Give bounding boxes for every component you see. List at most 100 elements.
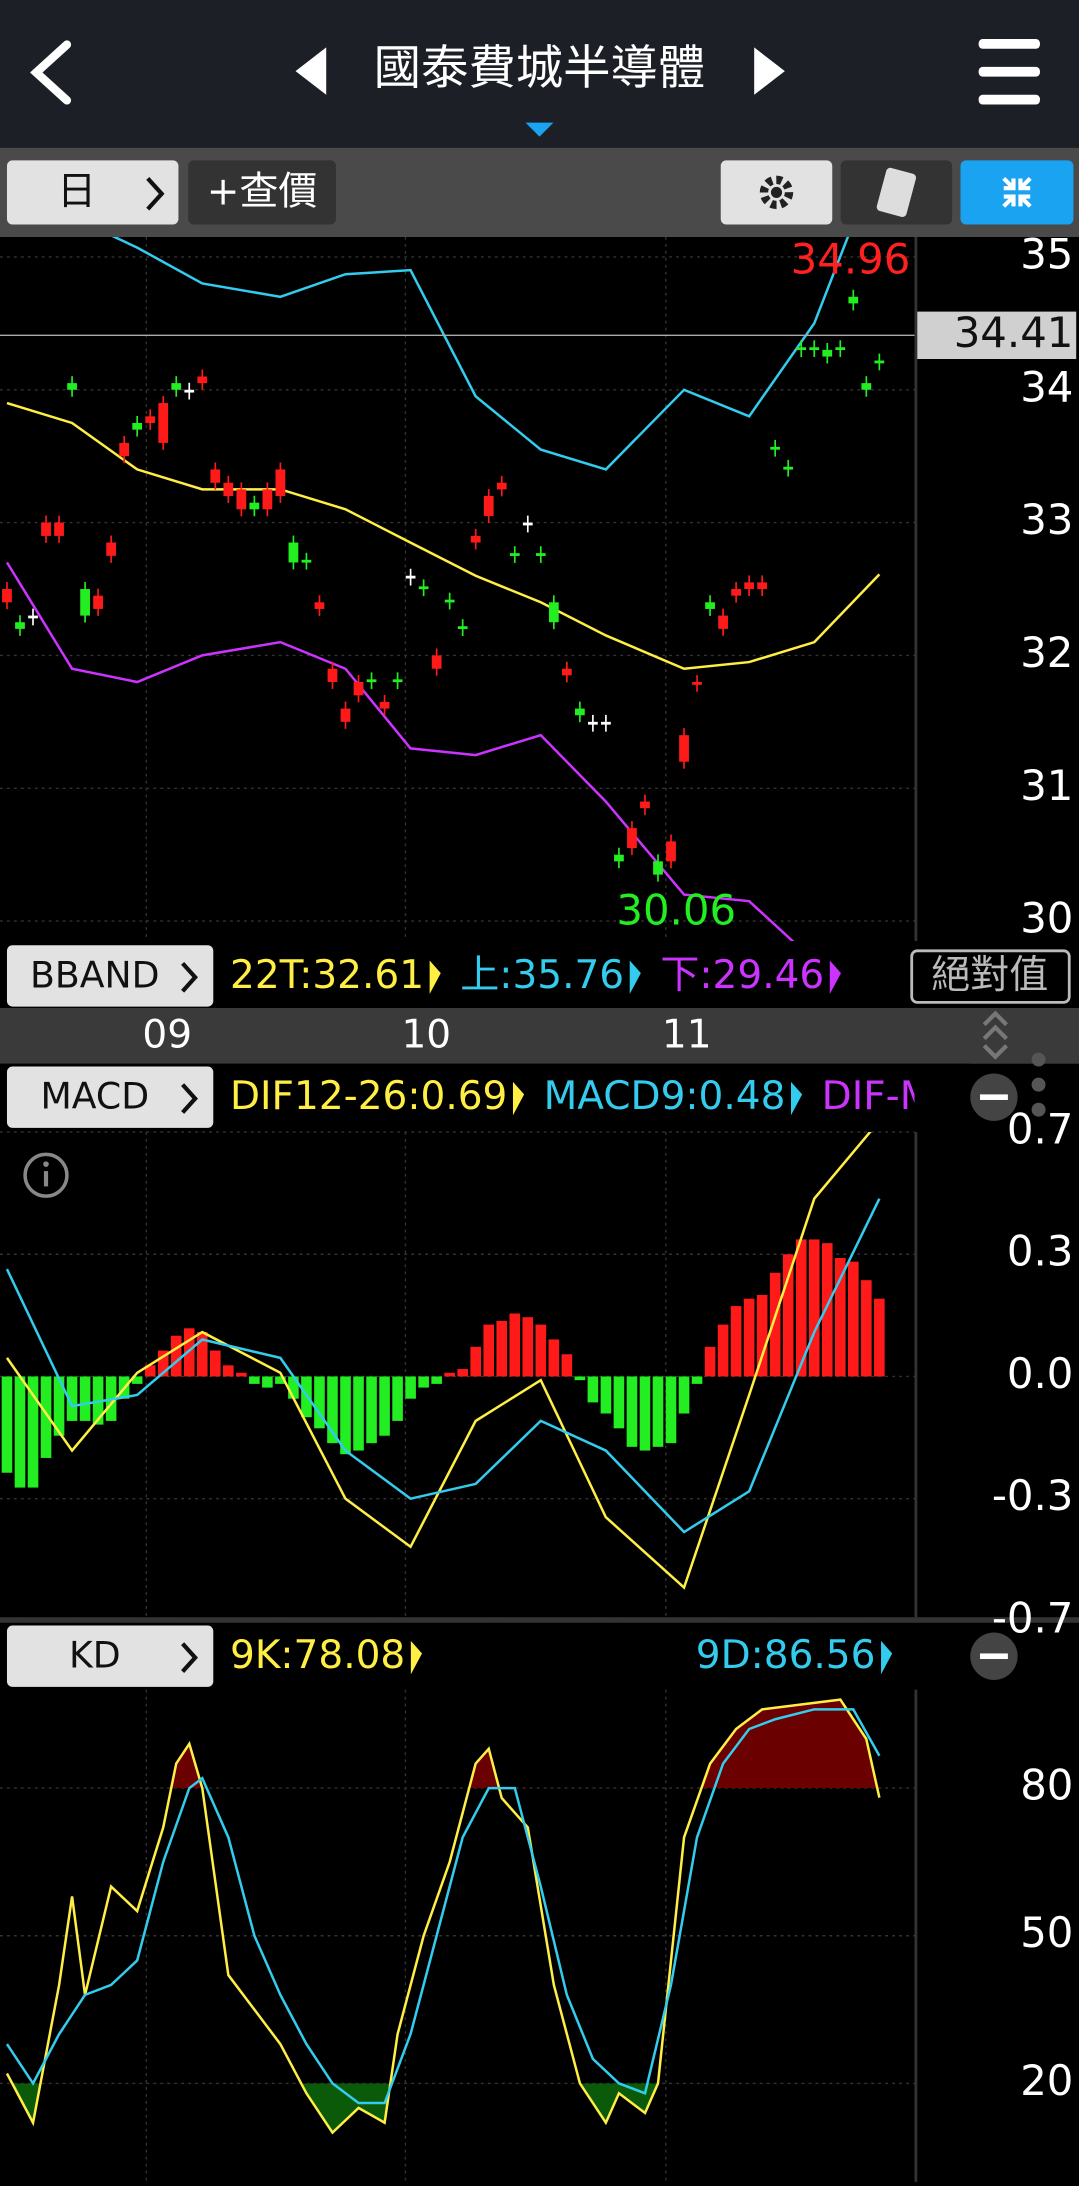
- candle: [561, 668, 572, 676]
- histogram-bar: [704, 1346, 716, 1377]
- next-button[interactable]: [754, 47, 785, 95]
- histogram-bar: [743, 1298, 755, 1377]
- settings-button[interactable]: [720, 160, 833, 225]
- low-label: 30.06: [616, 886, 736, 935]
- info-icon: [43, 1161, 49, 1167]
- x-tick-label: 10: [401, 1013, 451, 1058]
- histogram-bar: [366, 1376, 377, 1444]
- candle: [744, 582, 755, 590]
- histogram-bar: [756, 1294, 768, 1377]
- histogram-bar: [457, 1369, 468, 1377]
- macd-line: [5, 1198, 881, 1534]
- histogram-bar: [14, 1376, 26, 1488]
- histogram-bar: [470, 1346, 482, 1377]
- candle: [809, 347, 820, 351]
- histogram-bar: [1, 1376, 13, 1473]
- mode-button[interactable]: 絕對值: [910, 949, 1071, 1004]
- histogram-bar: [561, 1354, 573, 1377]
- rotate-button[interactable]: [840, 160, 953, 225]
- histogram-bar: [170, 1335, 182, 1377]
- histogram-bar: [249, 1376, 260, 1384]
- kd-line: [5, 1708, 881, 2105]
- histogram-bar: [574, 1376, 586, 1381]
- histogram-bar: [483, 1324, 495, 1377]
- candle: [783, 466, 794, 470]
- candle: [835, 347, 846, 351]
- candle: [431, 655, 442, 669]
- axis-divider: [914, 237, 918, 942]
- chevron: [146, 177, 165, 211]
- histogram-bar: [314, 1376, 325, 1429]
- candle: [2, 589, 12, 603]
- candle: [15, 622, 25, 629]
- candle: [848, 296, 859, 304]
- histogram-bar: [223, 1365, 234, 1377]
- candle: [574, 708, 585, 716]
- chevron: [181, 961, 198, 993]
- plot: [5, 1698, 881, 2135]
- button-bg: [6, 160, 179, 225]
- candle: [874, 360, 885, 364]
- y-tick-label: 80: [1020, 1761, 1073, 1810]
- candle: [718, 615, 728, 629]
- histogram-bar: [587, 1376, 599, 1403]
- remove-macd[interactable]: [970, 1073, 1018, 1121]
- histogram-bar: [66, 1376, 78, 1421]
- candle: [509, 553, 520, 556]
- macd-button[interactable]: MACD: [6, 1066, 214, 1128]
- menu-button[interactable]: [978, 39, 1040, 105]
- histogram-bar: [40, 1376, 52, 1458]
- band-line: [111, 237, 850, 471]
- header-title: 國泰費城半導體: [374, 41, 706, 96]
- y-tick-label: -0.7: [992, 1593, 1074, 1642]
- legend-arrow: [429, 960, 441, 995]
- dropdown-indicator[interactable]: [525, 122, 554, 137]
- date-row: [0, 1007, 1079, 1064]
- candle: [640, 801, 650, 809]
- plot: [2, 237, 885, 942]
- button-bg: [6, 1066, 214, 1128]
- button-label: +查價: [207, 169, 318, 214]
- gear-icon: [770, 186, 783, 198]
- button-bg: [960, 160, 1074, 225]
- drag-handle[interactable]: [982, 1010, 1008, 1060]
- candle: [588, 721, 598, 725]
- bband-button[interactable]: BBAND: [6, 945, 214, 1007]
- chevron: [181, 1642, 198, 1673]
- menu-line: [978, 39, 1040, 49]
- candle: [158, 403, 169, 443]
- candle: [80, 589, 90, 616]
- legend-arrow: [881, 1640, 893, 1675]
- y-tick-label: 35: [1020, 229, 1073, 278]
- histogram-bar: [418, 1376, 429, 1388]
- oversold-area: [12, 2083, 658, 2133]
- fullscreen-button[interactable]: [960, 160, 1074, 225]
- remove-kd[interactable]: [970, 1632, 1018, 1680]
- histogram-bar: [262, 1376, 273, 1388]
- candle: [601, 721, 611, 725]
- quote-button[interactable]: +查價: [188, 160, 336, 225]
- candle: [627, 828, 637, 849]
- more-dot[interactable]: [1031, 1052, 1046, 1067]
- prev-button[interactable]: [295, 47, 327, 95]
- info-icon: [23, 1152, 69, 1198]
- candle: [288, 542, 299, 563]
- histogram-bar: [183, 1328, 195, 1377]
- back-button[interactable]: [30, 40, 72, 105]
- candle: [548, 602, 559, 623]
- candle: [249, 502, 260, 510]
- info-button[interactable]: [23, 1152, 69, 1198]
- panel-divider: [0, 1617, 1079, 1623]
- rotate-icon: [876, 167, 917, 217]
- histogram-bar: [379, 1376, 390, 1436]
- legend-entry: 下:29.46: [660, 953, 824, 998]
- overbought-area: [6, 1699, 880, 1789]
- period-button[interactable]: 日: [6, 160, 179, 225]
- candle: [93, 595, 103, 609]
- candle: [496, 482, 507, 490]
- kd-button[interactable]: KD: [6, 1625, 214, 1687]
- histogram-bar: [431, 1376, 442, 1384]
- y-tick-label: 33: [1020, 495, 1073, 544]
- legend-mask: [914, 1063, 971, 1131]
- high-label: 34.96: [791, 235, 911, 284]
